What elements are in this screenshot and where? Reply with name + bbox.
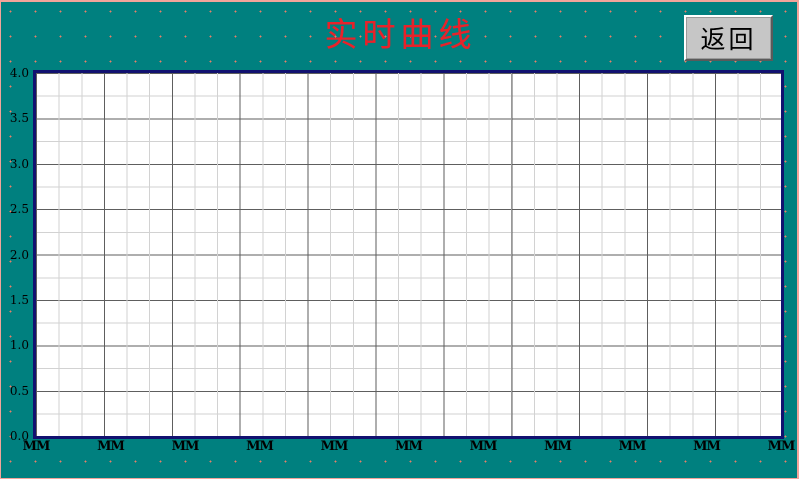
x-axis-tick: MM bbox=[618, 439, 647, 454]
return-button-label: 返回 bbox=[686, 17, 771, 59]
realtime-chart-panel[interactable] bbox=[33, 70, 784, 439]
x-axis-tick: MM bbox=[395, 439, 423, 454]
y-axis-tick: 0.5 bbox=[9, 383, 29, 398]
x-axis-tick: MM bbox=[171, 439, 200, 454]
y-axis-tick: 2.5 bbox=[9, 202, 29, 217]
x-axis-tick: MM bbox=[469, 439, 498, 454]
x-axis-tick-labels: MM MM MM MM MM MM MM MM MM MM MM bbox=[1, 439, 797, 459]
x-axis-tick: MM bbox=[246, 439, 274, 454]
page-title: 实时曲线 bbox=[324, 15, 477, 54]
x-axis-tick: MM bbox=[320, 439, 349, 454]
y-axis-tick: 3.0 bbox=[9, 156, 29, 171]
y-axis-tick: 0.0 bbox=[9, 429, 29, 443]
y-axis-tick: 2.0 bbox=[9, 247, 29, 262]
x-axis-tick: MM bbox=[97, 439, 125, 454]
x-axis-tick: MM bbox=[22, 439, 51, 454]
plot-grid-area[interactable] bbox=[36, 73, 781, 436]
x-axis-tick: MM bbox=[693, 439, 721, 454]
x-axis-tick: MM bbox=[767, 439, 796, 454]
y-axis-tick: 3.5 bbox=[9, 111, 29, 126]
y-axis-tick: 1.0 bbox=[9, 338, 29, 353]
return-button[interactable]: 返回 bbox=[684, 15, 773, 61]
y-axis-tick-labels: 0.0 0.5 1.0 1.5 2.0 2.5 3.0 3.5 4.0 bbox=[1, 64, 31, 444]
x-axis-tick: MM bbox=[544, 439, 572, 454]
y-axis-tick: 1.5 bbox=[9, 292, 29, 307]
y-axis-tick: 4.0 bbox=[9, 66, 29, 80]
